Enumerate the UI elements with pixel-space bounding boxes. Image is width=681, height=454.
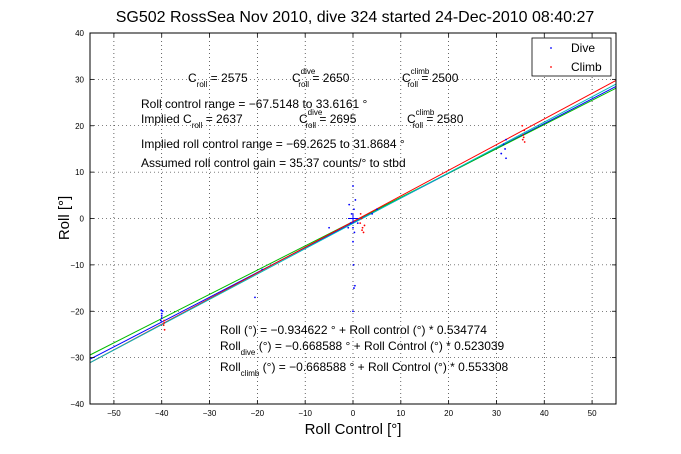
data-point-dive: [352, 226, 354, 229]
legend-climb-label: Climb: [571, 60, 602, 74]
annotation-implied-c-roll-dive: Cdive roll = 2695: [299, 108, 357, 130]
data-point-dive: [505, 157, 507, 160]
chart-title: SG502 RossSea Nov 2010, dive 324 started…: [116, 9, 595, 26]
data-point-dive: [160, 314, 163, 317]
x-tick-label: −40: [155, 409, 169, 418]
data-point-climb: [361, 226, 364, 229]
legend: Dive Climb: [531, 37, 612, 77]
x-tick-label: 0: [351, 409, 356, 418]
data-point-dive: [352, 263, 355, 266]
data-point-climb: [362, 231, 365, 234]
data-point-climb: [163, 321, 166, 324]
data-point-dive: [352, 310, 354, 313]
annotations: Croll = 2575 Cdive roll = 2650 Cclimb roll…: [141, 67, 509, 378]
x-tick-label: −20: [251, 409, 265, 418]
data-point-climb: [523, 129, 526, 132]
data-point-climb: [359, 222, 362, 225]
data-point-climb: [162, 324, 165, 327]
annotation-roll-control-range: Roll control range = −67.5148 to 33.6161…: [141, 97, 367, 111]
y-tick-label: 30: [75, 75, 84, 84]
data-point-climb: [163, 319, 166, 322]
y-axis-label: Roll [°]: [56, 196, 73, 240]
data-point-dive: [376, 208, 378, 211]
data-point-dive: [350, 212, 353, 215]
data-point-dive: [347, 226, 350, 229]
x-tick-label: −10: [298, 409, 312, 418]
data-point-climb: [522, 134, 525, 136]
data-point-dive: [161, 310, 164, 313]
data-point-dive: [261, 268, 264, 271]
annotation-c-roll-climb: Cclimb roll = 2500: [402, 67, 459, 89]
y-tick-label: −40: [70, 400, 84, 409]
data-point-dive: [502, 143, 505, 146]
data-point-dive: [356, 222, 359, 225]
annotation-c-roll: Croll = 2575: [188, 71, 248, 89]
data-point-dive: [159, 319, 162, 322]
axis-ticks: −50 −40 −30 −20 −10 0 10 20 30 40 50 −40 −30 −20 −10 0 1…: [70, 29, 616, 418]
data-point-dive: [328, 226, 330, 229]
data-point-dive: [371, 212, 374, 215]
data-point-climb: [521, 124, 524, 127]
x-tick-label: 50: [588, 409, 597, 418]
annotation-implied-c-roll-climb: Cclimb roll = 2580: [407, 108, 464, 130]
y-tick-label: −20: [70, 307, 84, 316]
legend-dive-label: Dive: [571, 41, 595, 55]
data-point-dive: [353, 208, 355, 211]
data-point-dive: [254, 296, 256, 299]
y-tick-label: 10: [75, 168, 84, 177]
data-point-climb: [359, 212, 362, 215]
x-tick-label: 40: [540, 409, 549, 418]
x-tick-label: 10: [396, 409, 405, 418]
data-point-dive: [500, 152, 503, 155]
data-point-dive: [352, 240, 354, 243]
x-tick-label: −30: [203, 409, 217, 418]
legend-box: [531, 37, 612, 77]
y-tick-label: 20: [75, 122, 84, 131]
data-point-climb: [521, 138, 524, 141]
data-point-climb: [360, 217, 363, 220]
annotation-implied-range: Implied roll control range = −69.2625 to…: [141, 137, 405, 151]
data-point-climb: [363, 224, 366, 227]
data-point-dive: [352, 185, 354, 187]
data-point-climb: [361, 229, 363, 231]
data-point-dive: [354, 199, 357, 201]
legend-climb-marker: [550, 66, 552, 68]
legend-dive-marker: [550, 47, 552, 49]
y-tick-label: −10: [70, 261, 84, 270]
data-point-dive: [505, 138, 507, 141]
data-point-dive: [160, 309, 163, 312]
annotation-implied-c-roll: Implied Croll = 2637: [141, 112, 243, 130]
data-point-dive: [353, 231, 356, 234]
data-point-dive: [354, 284, 356, 287]
x-tick-label: 30: [492, 409, 501, 418]
data-point-dive: [160, 312, 163, 315]
x-tick-label: −50: [107, 409, 121, 418]
data-points: [159, 124, 526, 331]
y-tick-label: 0: [80, 215, 85, 224]
y-tick-label: −30: [70, 354, 84, 363]
data-point-dive: [353, 287, 355, 289]
annotation-gain: Assumed roll control gain = 35.37 counts…: [141, 156, 406, 170]
y-tick-label: 40: [75, 29, 84, 38]
data-point-climb: [163, 328, 166, 331]
annotation-fit-all: Roll (°) = −0.934622 ° + Roll control (°…: [220, 323, 487, 337]
data-point-dive: [348, 203, 351, 206]
data-point-climb: [523, 141, 526, 143]
data-point-dive: [504, 148, 506, 150]
x-tick-label: 20: [444, 409, 453, 418]
annotation-fit-climb: Rollclimb (°) = −0.668588 ° + Roll Contr…: [220, 360, 509, 378]
x-axis-label: Roll Control [°]: [305, 421, 402, 438]
data-point-dive: [160, 317, 163, 320]
annotation-fit-dive: Rolldive (°) = −0.668588 ° + Roll Contro…: [220, 339, 505, 357]
data-point-climb: [522, 136, 525, 139]
annotation-c-roll-dive: Cdive roll = 2650: [292, 67, 350, 89]
data-point-dive: [349, 222, 352, 225]
